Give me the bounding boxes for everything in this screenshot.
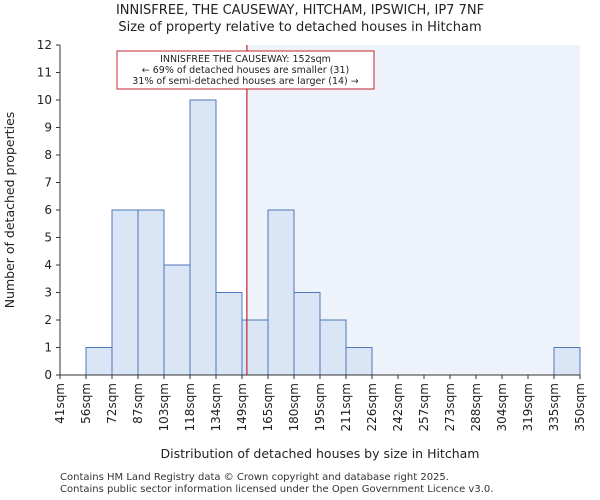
bar <box>137 209 165 376</box>
y-tick-label: 8 <box>44 148 52 162</box>
x-tick-label: 304sqm <box>495 383 509 431</box>
x-tick-label: 350sqm <box>573 383 587 431</box>
y-tick-label: 0 <box>44 368 52 382</box>
x-tick-label: 211sqm <box>339 383 353 431</box>
x-tick-label: 288sqm <box>469 383 483 431</box>
footer-line-2: Contains public sector information licen… <box>60 484 494 495</box>
bar <box>163 264 191 376</box>
chart-title: INNISFREE, THE CAUSEWAY, HITCHAM, IPSWIC… <box>116 3 484 35</box>
y-axis-label: Number of detached properties <box>2 112 17 309</box>
bar <box>85 347 113 376</box>
y-tick-label: 10 <box>37 93 52 107</box>
x-tick-label: 195sqm <box>313 383 327 431</box>
y-tick-label: 2 <box>44 313 52 327</box>
y-tick-label: 9 <box>44 121 52 135</box>
footer-line-1: Contains HM Land Registry data © Crown c… <box>60 472 449 483</box>
y-tick-label: 5 <box>44 231 52 245</box>
bars-group <box>85 99 581 376</box>
y-tick-label: 12 <box>37 38 52 52</box>
x-tick-label: 226sqm <box>365 383 379 431</box>
y-tick-label: 4 <box>44 258 52 272</box>
x-axis-label: Distribution of detached houses by size … <box>161 446 480 461</box>
bar <box>241 319 269 376</box>
x-tick-label: 180sqm <box>287 383 301 431</box>
x-tick-label: 257sqm <box>417 383 431 431</box>
x-tick-label: 118sqm <box>183 383 197 431</box>
bar <box>345 347 373 376</box>
chart-title-line: INNISFREE, THE CAUSEWAY, HITCHAM, IPSWIC… <box>116 3 484 18</box>
x-tick-label: 149sqm <box>235 383 249 431</box>
bar <box>553 347 581 376</box>
x-tick-label: 134sqm <box>209 383 223 431</box>
bar <box>267 209 295 376</box>
annotation-line: ← 69% of detached houses are smaller (31… <box>142 65 349 76</box>
x-tick-label: 273sqm <box>443 383 457 431</box>
chart-title-line: Size of property relative to detached ho… <box>118 20 481 35</box>
annotation-frame <box>116 50 375 90</box>
chart: INNISFREE, THE CAUSEWAY, HITCHAM, IPSWIC… <box>2 3 587 461</box>
bar <box>215 292 243 376</box>
y-tick-label: 7 <box>44 176 52 190</box>
y-tick-label: 3 <box>44 286 52 300</box>
y-tick-label: 11 <box>37 66 52 80</box>
x-tick-label: 242sqm <box>391 383 405 431</box>
y-tick-label: 6 <box>44 203 52 217</box>
x-tick-label: 319sqm <box>521 383 535 431</box>
bar <box>189 99 217 376</box>
x-tick-label: 72sqm <box>105 383 119 424</box>
annotation-line: INNISFREE THE CAUSEWAY: 152sqm <box>160 54 331 65</box>
annotation-line: 31% of semi-detached houses are larger (… <box>132 76 359 87</box>
x-tick-label: 165sqm <box>261 383 275 431</box>
x-tick-label: 335sqm <box>547 383 561 431</box>
x-tick-label: 103sqm <box>157 383 171 431</box>
x-tick-label: 41sqm <box>53 383 67 424</box>
x-tick-label: 87sqm <box>131 383 145 424</box>
bar <box>293 292 321 376</box>
y-tick-label: 1 <box>44 341 52 355</box>
annotation-box: INNISFREE THE CAUSEWAY: 152sqm← 69% of d… <box>116 50 375 90</box>
x-ticks: 41sqm 56sqm 72sqm 87sqm 103sqm 118sqm 134sqm 14… <box>53 375 587 431</box>
bar <box>319 319 347 376</box>
bar <box>111 209 139 376</box>
x-tick-label: 56sqm <box>79 383 93 424</box>
